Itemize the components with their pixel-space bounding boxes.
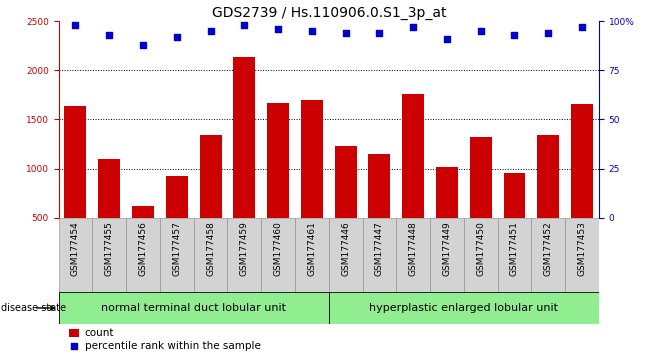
Bar	[194, 218, 227, 292]
Text: GSM177460: GSM177460	[273, 222, 283, 276]
Bar	[497, 218, 531, 292]
Bar	[92, 218, 126, 292]
Bar	[126, 218, 160, 292]
Point	[543, 30, 553, 36]
Bar	[537, 135, 559, 267]
Bar	[470, 137, 492, 267]
Text: GSM177457: GSM177457	[173, 222, 181, 276]
Point	[475, 28, 486, 34]
Point	[273, 26, 283, 32]
Point	[239, 22, 249, 28]
Bar	[436, 167, 458, 267]
Text: GSM177461: GSM177461	[307, 222, 316, 276]
Bar	[368, 154, 391, 267]
Bar	[267, 103, 289, 267]
Bar	[531, 218, 565, 292]
Text: hyperplastic enlarged lobular unit: hyperplastic enlarged lobular unit	[369, 303, 559, 313]
Text: GSM177450: GSM177450	[477, 222, 485, 276]
Bar	[227, 218, 261, 292]
Bar	[70, 329, 79, 337]
Bar	[59, 218, 92, 292]
Bar	[98, 159, 120, 267]
Point	[307, 28, 317, 34]
Bar	[295, 218, 329, 292]
Bar	[329, 292, 599, 324]
Text: normal terminal duct lobular unit: normal terminal duct lobular unit	[101, 303, 286, 313]
Text: GSM177452: GSM177452	[544, 222, 553, 276]
Text: GSM177459: GSM177459	[240, 222, 249, 276]
Point	[442, 36, 452, 42]
Bar	[565, 218, 599, 292]
Point	[577, 24, 587, 30]
Point	[70, 22, 81, 28]
Bar	[233, 57, 255, 267]
Bar	[261, 218, 295, 292]
Bar	[335, 146, 357, 267]
Text: GSM177455: GSM177455	[105, 222, 114, 276]
Text: GSM177458: GSM177458	[206, 222, 215, 276]
Point	[69, 344, 79, 349]
Bar	[571, 104, 593, 267]
Bar	[166, 176, 187, 267]
Bar	[160, 218, 194, 292]
Point	[374, 30, 385, 36]
Text: GSM177449: GSM177449	[443, 222, 451, 276]
Title: GDS2739 / Hs.110906.0.S1_3p_at: GDS2739 / Hs.110906.0.S1_3p_at	[212, 6, 446, 20]
Bar	[503, 172, 525, 267]
Bar	[132, 206, 154, 267]
Bar	[396, 218, 430, 292]
Text: GSM177454: GSM177454	[71, 222, 80, 276]
Point	[408, 24, 419, 30]
Bar	[430, 218, 464, 292]
Bar	[59, 292, 329, 324]
Bar	[200, 135, 221, 267]
Point	[340, 30, 351, 36]
Point	[509, 32, 519, 38]
Text: disease state: disease state	[1, 303, 66, 313]
Point	[104, 32, 115, 38]
Point	[205, 28, 215, 34]
Text: GSM177453: GSM177453	[577, 222, 587, 276]
Bar	[329, 218, 363, 292]
Bar	[402, 94, 424, 267]
Bar	[301, 100, 323, 267]
Text: percentile rank within the sample: percentile rank within the sample	[85, 342, 260, 352]
Bar	[464, 218, 497, 292]
Text: GSM177451: GSM177451	[510, 222, 519, 276]
Text: GSM177448: GSM177448	[409, 222, 418, 276]
Point	[172, 34, 182, 40]
Text: GSM177446: GSM177446	[341, 222, 350, 276]
Point	[138, 42, 148, 48]
Bar	[64, 106, 87, 267]
Text: GSM177447: GSM177447	[375, 222, 384, 276]
Bar	[363, 218, 396, 292]
Text: GSM177456: GSM177456	[139, 222, 148, 276]
Text: count: count	[85, 328, 114, 338]
